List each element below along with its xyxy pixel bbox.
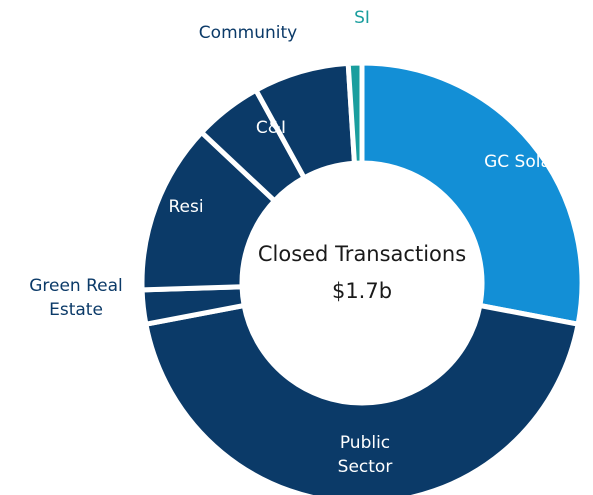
segment-label: GC Solar xyxy=(484,152,558,172)
segment-label: Resi xyxy=(168,197,204,217)
donut-segment xyxy=(345,60,365,166)
segment-label: Green Real Estate xyxy=(29,276,123,320)
donut-segment xyxy=(359,60,585,328)
center-value: $1.7b xyxy=(331,279,393,303)
segment-label: C&I xyxy=(255,118,287,138)
center-title: Closed Transactions xyxy=(257,242,467,266)
segment-label: SI xyxy=(354,8,370,28)
segment-label: Public Sector xyxy=(337,433,393,477)
segment-label: Community xyxy=(198,23,298,43)
donut-segment xyxy=(142,302,582,495)
